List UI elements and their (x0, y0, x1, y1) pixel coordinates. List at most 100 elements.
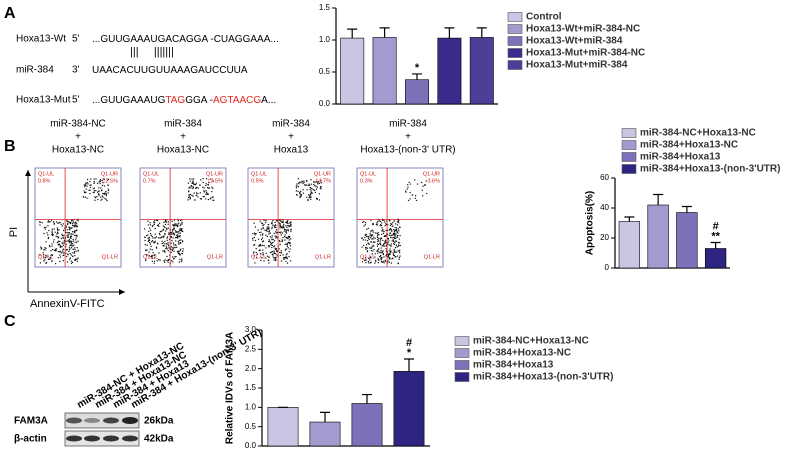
flow-dot (202, 195, 204, 198)
sequence-segment: AGTAACG (213, 95, 261, 106)
sequence-name: Hoxa13-Wt (16, 34, 66, 45)
flow-dot (387, 242, 389, 244)
flow-dot (172, 229, 174, 231)
flow-dot (311, 192, 313, 195)
flow-dot (154, 257, 156, 259)
flow-dot (388, 255, 390, 257)
flow-dot (374, 253, 376, 255)
flow-dot (390, 262, 392, 264)
flow-dot (279, 241, 281, 243)
plot-title: miR-384 (272, 119, 310, 130)
flow-dot (85, 183, 87, 185)
flow-dot (195, 192, 198, 194)
flow-dot (376, 235, 379, 237)
flow-dot (382, 244, 385, 246)
flow-dot (295, 187, 297, 189)
flow-dot (191, 178, 193, 180)
flow-dot (286, 258, 288, 260)
flow-dot (165, 221, 167, 223)
flow-dot (150, 234, 152, 236)
flow-dot (51, 228, 53, 230)
flow-dot (192, 187, 194, 190)
flow-dot (275, 256, 277, 258)
flow-dot (199, 184, 201, 186)
flow-dot (146, 249, 148, 251)
flow-dot (296, 183, 298, 185)
flow-dot (315, 185, 317, 187)
flow-dot (162, 228, 164, 230)
flow-dot (43, 256, 45, 258)
flow-dot (271, 242, 273, 244)
flow-dot (101, 184, 104, 186)
flow-dot (61, 233, 63, 235)
flow-dot (94, 196, 96, 198)
flow-dot (181, 228, 183, 230)
flow-dot (86, 182, 88, 184)
flow-dot (175, 224, 177, 227)
flow-dot (173, 250, 175, 252)
flow-dot (366, 251, 368, 253)
flow-dot (394, 223, 397, 225)
flow-dot (385, 235, 387, 237)
flow-dot (365, 262, 367, 264)
flow-dot (426, 192, 428, 195)
flow-dot (85, 182, 87, 184)
quadrant-name: Q1-LR (207, 254, 223, 260)
flow-dot (68, 236, 70, 238)
flow-dot (280, 234, 282, 236)
flow-dot (74, 231, 76, 233)
flow-dot (395, 244, 398, 246)
flow-dot (385, 245, 387, 247)
flow-dot (397, 228, 399, 230)
flow-dot (254, 226, 256, 228)
flow-dot (309, 189, 311, 191)
flow-dot (148, 255, 150, 257)
flow-dot (269, 232, 271, 234)
flow-dot (371, 253, 373, 255)
flow-dot (368, 262, 370, 264)
flow-dot (273, 250, 275, 252)
flow-dot (70, 241, 72, 243)
flow-dot (159, 230, 161, 233)
flow-dot (103, 193, 105, 195)
plot-title: + (288, 132, 294, 143)
flow-dot (271, 246, 273, 249)
flow-dot (424, 184, 426, 186)
flow-dot (383, 245, 385, 247)
flow-dot (171, 231, 173, 233)
flow-dot (308, 194, 310, 196)
flow-dot (320, 180, 322, 182)
flow-dot (275, 226, 277, 228)
flow-dot (190, 187, 192, 189)
flow-dot (391, 223, 393, 225)
flow-dot (161, 230, 163, 232)
flow-dot (70, 236, 72, 238)
flow-dot (212, 187, 214, 189)
flow-dot (177, 226, 179, 228)
flow-dot (281, 221, 283, 223)
flow-dot (58, 229, 60, 231)
flow-dot (66, 249, 68, 251)
flow-dot (50, 257, 52, 259)
flow-dot (283, 227, 285, 229)
flow-dot (85, 191, 87, 193)
flow-dot (398, 245, 400, 247)
flow-dot (56, 227, 58, 229)
flow-dot (178, 261, 180, 263)
flow-dot (393, 220, 395, 222)
flow-dot (392, 237, 394, 239)
western-blot (64, 412, 140, 447)
flow-dot (391, 230, 393, 232)
flow-dot (75, 258, 77, 260)
flow-dot (376, 222, 378, 224)
blot-row-name: FAM3A (14, 416, 48, 427)
flow-dot (154, 242, 156, 244)
flow-dot (76, 241, 78, 243)
flow-dot (162, 236, 164, 238)
flow-dot (275, 224, 277, 226)
flow-dot (382, 232, 385, 234)
quadrant-percent: 12.5% (207, 178, 223, 184)
flow-dot (150, 229, 152, 231)
error-bar (362, 393, 372, 404)
flow-dot (51, 231, 53, 233)
